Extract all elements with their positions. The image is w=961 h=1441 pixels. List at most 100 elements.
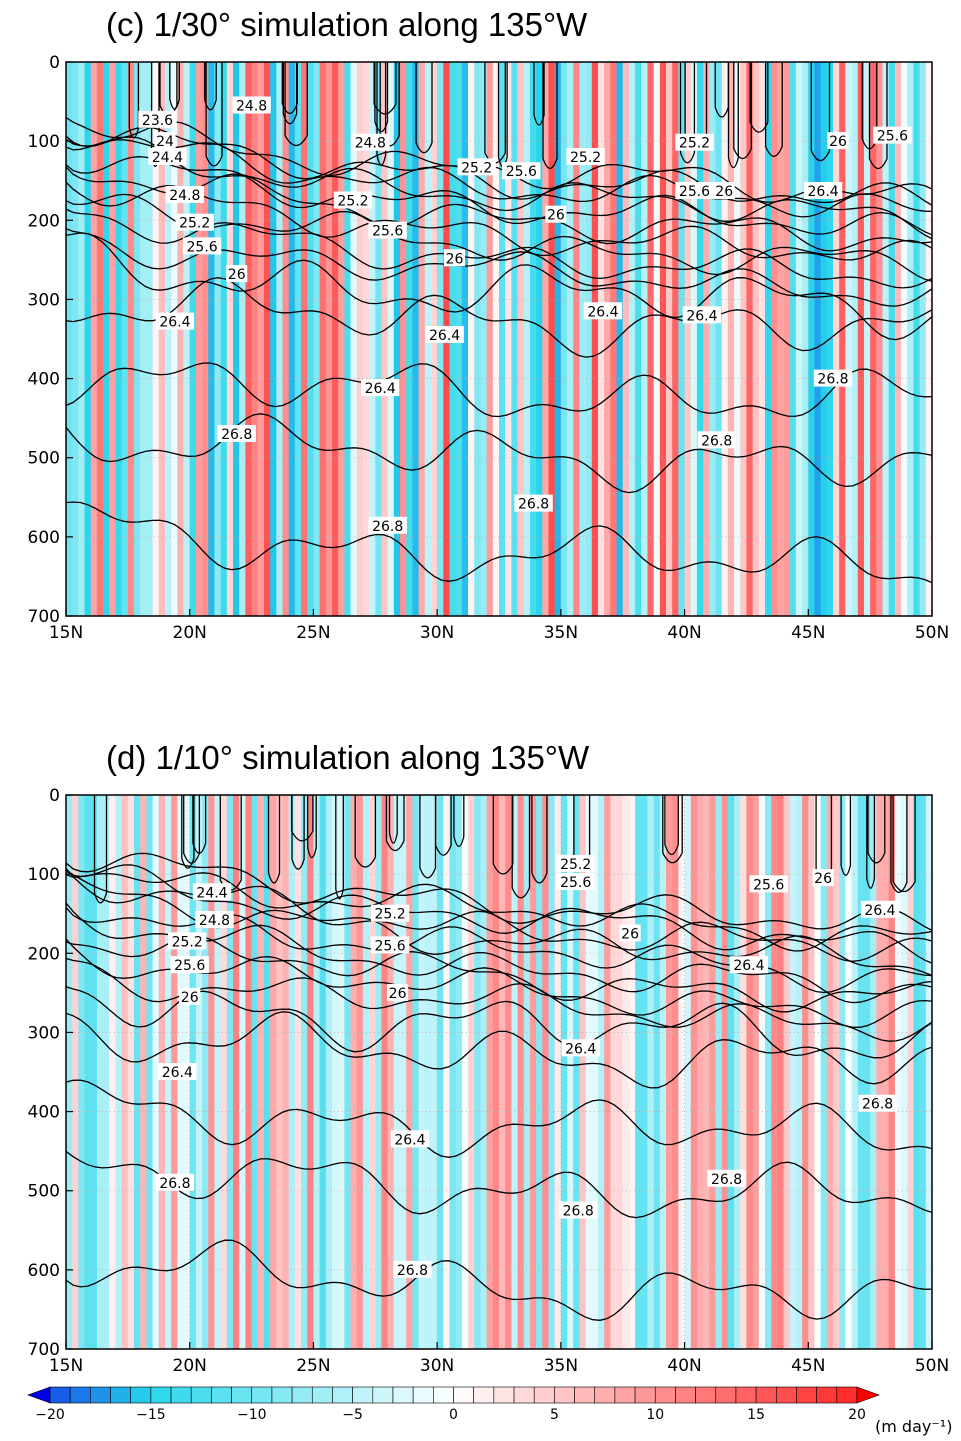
velocity-stripe bbox=[461, 62, 469, 616]
contour-label-bg bbox=[370, 904, 410, 922]
velocity-stripe bbox=[331, 795, 339, 1349]
surface-contour bbox=[192, 795, 207, 854]
velocity-stripe bbox=[690, 62, 698, 616]
surface-contour bbox=[868, 62, 888, 170]
surface-contour bbox=[307, 795, 317, 859]
velocity-stripe bbox=[554, 795, 562, 1349]
velocity-stripe bbox=[672, 795, 679, 1349]
velocity-stripe bbox=[802, 795, 809, 1349]
contour-label-bg bbox=[619, 924, 641, 942]
velocity-stripe bbox=[715, 62, 723, 616]
velocity-stripe bbox=[344, 62, 352, 616]
surface-contour bbox=[169, 62, 180, 110]
contour-label: 26.4 bbox=[365, 381, 396, 397]
contour-label: 26 bbox=[547, 208, 565, 224]
contour-label: 26 bbox=[621, 927, 639, 943]
density-contour bbox=[66, 181, 932, 261]
velocity-stripe bbox=[542, 62, 550, 616]
velocity-stripe bbox=[734, 795, 741, 1349]
contour-label: 26.8 bbox=[159, 1176, 190, 1192]
velocity-stripe bbox=[820, 62, 828, 616]
velocity-stripe bbox=[585, 62, 593, 616]
velocity-stripe bbox=[109, 795, 117, 1349]
velocity-field bbox=[66, 62, 932, 616]
density-contour bbox=[66, 1150, 932, 1219]
velocity-stripe bbox=[369, 795, 376, 1349]
velocity-stripe bbox=[325, 795, 333, 1349]
colorbar-swatch bbox=[392, 1386, 414, 1404]
velocity-stripe bbox=[628, 795, 636, 1349]
velocity-stripe bbox=[282, 62, 290, 616]
density-contour bbox=[66, 139, 932, 218]
contour-label-bg bbox=[170, 956, 209, 974]
contour-label-bg bbox=[457, 158, 496, 176]
velocity-stripe bbox=[554, 62, 562, 616]
contour-label: 25.6 bbox=[753, 877, 784, 893]
contour-label-bg bbox=[370, 936, 410, 954]
velocity-stripe bbox=[195, 62, 203, 616]
velocity-stripe bbox=[783, 62, 791, 616]
velocity-stripe bbox=[461, 795, 469, 1349]
colorbar-swatch bbox=[170, 1386, 192, 1404]
contour-label: 26 bbox=[715, 184, 733, 200]
colorbar-swatch bbox=[755, 1386, 777, 1404]
colorbar-unit: (m day⁻¹) bbox=[875, 1417, 952, 1436]
velocity-stripe bbox=[468, 795, 475, 1349]
contour-label-bg bbox=[556, 854, 595, 872]
velocity-stripe bbox=[233, 795, 240, 1349]
velocity-stripe bbox=[777, 62, 785, 616]
density-contour bbox=[66, 136, 932, 240]
surface-contour bbox=[542, 62, 558, 170]
velocity-stripe bbox=[764, 795, 772, 1349]
surface-contour bbox=[181, 795, 195, 869]
velocity-stripe bbox=[214, 62, 222, 616]
velocity-stripe bbox=[375, 62, 383, 616]
contour-label-bg bbox=[812, 869, 834, 887]
surface-contour bbox=[453, 795, 465, 848]
density-contour bbox=[66, 413, 932, 494]
y-tick-label: 200 bbox=[28, 211, 60, 231]
velocity-stripe bbox=[851, 62, 859, 616]
velocity-stripe bbox=[319, 795, 327, 1349]
velocity-stripe bbox=[183, 62, 191, 616]
density-contour bbox=[66, 1079, 932, 1158]
velocity-stripe bbox=[263, 62, 271, 616]
colorbar-swatch bbox=[311, 1386, 333, 1404]
velocity-stripe bbox=[430, 795, 438, 1349]
velocity-stripe bbox=[919, 62, 927, 616]
colorbar-swatch bbox=[332, 1386, 353, 1404]
contour-label-bg bbox=[675, 182, 714, 199]
velocity-stripe bbox=[597, 62, 605, 616]
velocity-stripe bbox=[511, 62, 519, 616]
panel-d: (d) 1/10° simulation along 135°W 24.424.… bbox=[28, 739, 950, 1376]
velocity-stripe bbox=[362, 795, 370, 1349]
density-contour bbox=[66, 277, 932, 358]
x-tick-label: 30N bbox=[420, 623, 454, 643]
contour-label: 26 bbox=[814, 871, 832, 887]
velocity-stripe bbox=[752, 62, 760, 616]
surface-contour bbox=[205, 62, 223, 167]
surface-contour bbox=[727, 62, 739, 169]
velocity-stripe bbox=[418, 62, 426, 616]
velocity-stripe bbox=[808, 62, 816, 616]
velocity-stripe bbox=[845, 62, 853, 616]
contour-label: 25.6 bbox=[372, 224, 403, 240]
velocity-stripe bbox=[672, 62, 679, 616]
velocity-stripe bbox=[344, 795, 352, 1349]
velocity-stripe bbox=[616, 62, 624, 616]
colorbar-swatch bbox=[614, 1386, 636, 1404]
contour-label: 25.6 bbox=[375, 938, 406, 954]
surface-contour bbox=[93, 795, 108, 904]
contour-label-bg bbox=[333, 191, 373, 209]
velocity-stripe bbox=[523, 62, 531, 616]
contour-label-bg bbox=[559, 1201, 598, 1219]
x-tick-label: 30N bbox=[420, 1356, 454, 1376]
surface-contour bbox=[281, 62, 298, 115]
velocity-stripe bbox=[678, 62, 686, 616]
x-tick-label: 35N bbox=[544, 1356, 578, 1376]
velocity-stripe bbox=[121, 62, 129, 616]
x-tick-label: 50N bbox=[915, 623, 949, 643]
velocity-stripe bbox=[78, 62, 86, 616]
velocity-stripe bbox=[338, 795, 345, 1349]
density-contour bbox=[66, 934, 932, 1013]
